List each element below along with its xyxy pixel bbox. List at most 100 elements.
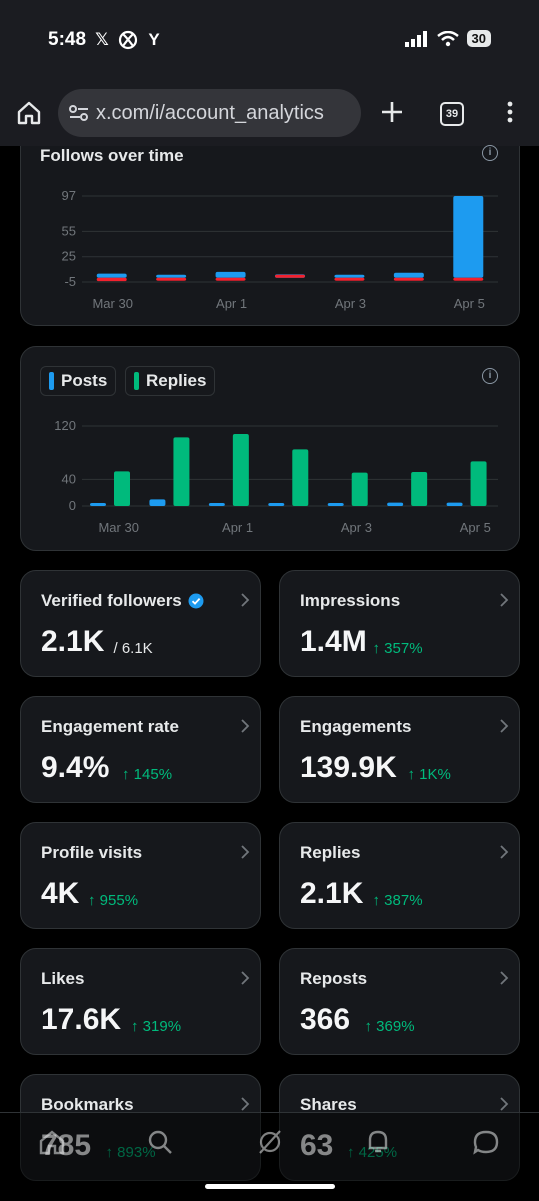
follows-chart-card [20,146,520,326]
metric-value: 1.4M [300,625,367,658]
metric-label: Replies [300,843,360,863]
metric-label-text: Likes [41,969,85,988]
metric-total: / 6.1K [113,640,153,657]
metric-card[interactable]: Engagements 139.9K ↑ 1K% [279,696,520,803]
metric-label: Shares [300,1095,357,1115]
series-1-bar [393,277,424,281]
series-0-bar [393,272,424,278]
metric-change: ↑ 893% [105,1144,156,1161]
metric-card[interactable]: Reposts 366 ↑ 369% [279,948,520,1055]
series-0-bar [96,273,127,278]
metric-card[interactable]: Shares 63 ↑ 425% [279,1074,520,1181]
series-1-bar [156,277,187,281]
chevron-right-icon[interactable] [240,1097,250,1111]
y-tick-label: 0 [69,498,76,513]
chevron-right-icon[interactable] [240,845,250,859]
series-0-bar [453,196,484,278]
grok-icon[interactable] [256,1128,284,1156]
home-icon[interactable] [38,1128,66,1156]
messages-icon[interactable] [472,1128,500,1156]
metric-label-text: Impressions [300,591,401,610]
wifi-icon [436,30,459,46]
metric-value: 4K [41,877,80,910]
metric-label: Engagements [300,717,411,737]
x-tick-label: Apr 5 [460,520,491,535]
metric-card[interactable]: Bookmarks 785 ↑ 893% [20,1074,261,1181]
status-app-icons: 𝕏 Y [92,30,164,50]
chevron-right-icon[interactable] [499,719,509,733]
metric-card[interactable]: Engagement rate 9.4% ↑ 145% [20,696,261,803]
info-icon[interactable]: i [482,368,498,384]
metric-card[interactable]: Impressions 1.4M ↑ 357% [279,570,520,677]
ycombinator-icon: Y [148,30,160,49]
metric-label: Likes [41,969,84,989]
metric-value: 17.6K [41,1003,122,1036]
replies-bar [232,434,249,506]
chevron-right-icon[interactable] [240,593,250,607]
legend-posts-label: Posts [61,371,108,390]
metric-label-text: Shares [300,1095,357,1114]
metric-change: ↑ 387% [372,892,423,909]
metric-card[interactable]: Replies 2.1K ↑ 387% [279,822,520,929]
site-settings-icon[interactable] [68,103,90,123]
battery-icon: 30 [466,30,491,47]
metric-card[interactable]: Likes 17.6K ↑ 319% [20,948,261,1055]
metric-card[interactable]: Verified followers 2.1K / 6.1K [20,570,261,677]
x-tick-label: Apr 3 [335,296,366,311]
x-tick-label: Apr 3 [341,520,372,535]
series-0-bar [334,274,365,278]
url-text[interactable]: x.com/i/account_analytics [96,102,324,124]
y-tick-label: 25 [62,249,76,264]
replies-swatch [134,372,139,390]
tab-switcher-button[interactable]: 39 [440,102,464,126]
posts-bar [327,503,344,506]
series-0-bar [156,274,187,278]
metric-label: Profile visits [41,843,142,863]
notifications-icon[interactable] [364,1128,392,1156]
metric-label: Reposts [300,969,367,989]
new-tab-icon[interactable] [380,100,404,124]
chevron-right-icon[interactable] [499,1097,509,1111]
chevron-right-icon[interactable] [499,593,509,607]
posts-bar [208,503,225,506]
more-menu-icon[interactable] [502,100,518,124]
y-tick-label: 55 [62,223,76,238]
y-tick-label: 120 [54,418,76,433]
x-tick-label: Apr 5 [454,296,485,311]
status-indicators: 30 [404,30,491,47]
replies-bar [411,472,428,506]
chevron-right-icon[interactable] [499,971,509,985]
metric-label: Engagement rate [41,717,179,737]
legend-posts[interactable]: Posts [40,366,117,396]
x-icon: 𝕏 [95,30,109,49]
metric-label-text: Profile visits [41,843,143,862]
metric-value: 2.1K [41,625,105,658]
y-tick-label: 97 [62,188,76,203]
replies-bar [173,437,190,506]
search-icon[interactable] [146,1128,174,1156]
legend-replies[interactable]: Replies [125,366,216,396]
chevron-right-icon[interactable] [240,971,250,985]
series-0-bar [215,271,246,278]
browser-home-icon[interactable] [16,100,42,126]
metric-change: ↑ 955% [88,892,139,909]
series-1-bar [453,277,484,281]
posts-bar [446,502,463,506]
url-bar[interactable]: x.com/i/account_analytics [58,89,361,137]
metric-card[interactable]: Profile visits 4K ↑ 955% [20,822,261,929]
chevron-right-icon[interactable] [499,845,509,859]
info-icon[interactable]: i [482,145,498,161]
posts-bar [268,503,285,506]
metric-change: ↑ 145% [122,766,173,783]
metric-label-text: Bookmarks [41,1095,134,1114]
verified-badge-icon [188,593,204,609]
metric-change: ↑ 357% [372,640,423,657]
metric-label-text: Engagement rate [41,717,179,736]
x-tick-label: Mar 30 [92,296,132,311]
home-indicator [205,1184,335,1189]
replies-bar [114,471,130,506]
chevron-right-icon[interactable] [240,719,250,733]
replies-bar [351,472,368,506]
metric-label-text: Replies [300,843,361,862]
replies-bar [292,449,309,506]
